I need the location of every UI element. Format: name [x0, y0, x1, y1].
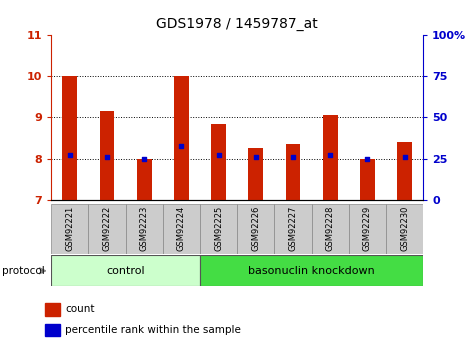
- Bar: [360, 159, 375, 200]
- Bar: [174, 76, 189, 200]
- FancyBboxPatch shape: [312, 204, 349, 254]
- Text: GSM92226: GSM92226: [251, 206, 260, 251]
- Bar: [137, 159, 152, 200]
- Bar: [46, 303, 60, 316]
- Point: [364, 156, 371, 161]
- Point: [178, 144, 185, 149]
- FancyBboxPatch shape: [51, 204, 88, 254]
- FancyBboxPatch shape: [237, 204, 274, 254]
- Text: percentile rank within the sample: percentile rank within the sample: [65, 325, 241, 335]
- Bar: [397, 142, 412, 200]
- Point: [103, 154, 111, 159]
- FancyBboxPatch shape: [51, 255, 200, 286]
- Bar: [286, 144, 300, 200]
- Point: [401, 154, 408, 159]
- Text: control: control: [106, 266, 145, 276]
- Bar: [62, 76, 77, 200]
- Bar: [46, 324, 60, 336]
- Title: GDS1978 / 1459787_at: GDS1978 / 1459787_at: [156, 17, 318, 31]
- Point: [66, 152, 73, 157]
- Point: [289, 154, 297, 159]
- Text: GSM92222: GSM92222: [102, 206, 112, 251]
- Text: GSM92224: GSM92224: [177, 206, 186, 251]
- Text: GSM92230: GSM92230: [400, 206, 409, 251]
- FancyBboxPatch shape: [163, 204, 200, 254]
- FancyBboxPatch shape: [200, 255, 423, 286]
- FancyBboxPatch shape: [349, 204, 386, 254]
- FancyBboxPatch shape: [126, 204, 163, 254]
- FancyBboxPatch shape: [274, 204, 312, 254]
- Bar: [211, 124, 226, 200]
- Text: GSM92225: GSM92225: [214, 206, 223, 251]
- Bar: [248, 148, 263, 200]
- Bar: [323, 115, 338, 200]
- Point: [215, 152, 222, 157]
- Point: [252, 154, 259, 159]
- Text: count: count: [65, 304, 94, 314]
- FancyBboxPatch shape: [88, 204, 126, 254]
- FancyBboxPatch shape: [386, 204, 423, 254]
- Text: GSM92229: GSM92229: [363, 206, 372, 251]
- Text: GSM92228: GSM92228: [326, 206, 335, 251]
- Text: GSM92223: GSM92223: [140, 206, 149, 251]
- Point: [140, 156, 148, 161]
- Text: protocol: protocol: [2, 266, 45, 276]
- FancyBboxPatch shape: [200, 204, 237, 254]
- Point: [326, 152, 334, 157]
- Bar: [100, 111, 114, 200]
- Text: GSM92227: GSM92227: [288, 206, 298, 251]
- Text: GSM92221: GSM92221: [65, 206, 74, 251]
- Text: basonuclin knockdown: basonuclin knockdown: [248, 266, 375, 276]
